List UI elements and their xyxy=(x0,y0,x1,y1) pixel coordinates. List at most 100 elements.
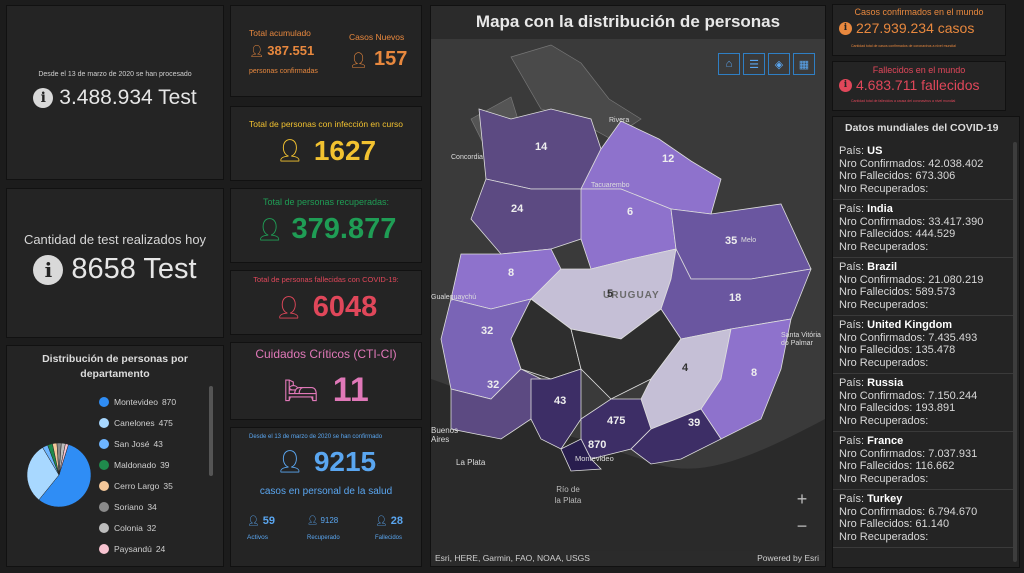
map-place-rivera: Rivera xyxy=(609,117,630,124)
field-label: Nro Fallecidos: xyxy=(839,344,913,356)
health-deceased-value: 28 xyxy=(390,515,403,527)
field-value: Brazil xyxy=(867,261,898,273)
zoom-out-button[interactable]: − xyxy=(796,516,808,536)
pie-slice[interactable] xyxy=(38,444,92,508)
home-icon[interactable]: ⌂ xyxy=(718,53,740,75)
deceased-label: Total de personas fallecidas con COVID-1… xyxy=(253,275,399,284)
info-icon: i xyxy=(33,254,64,285)
health-workers-panel: Desde el 13 de marzo de 2020 se han conf… xyxy=(230,427,422,567)
field-value: US xyxy=(867,145,883,157)
legend-label: Cerro Largo xyxy=(114,480,160,491)
person-icon: 👤︎ xyxy=(255,216,284,242)
active-label: Total de personas con infección en curso xyxy=(248,119,404,129)
tests-today-value: 8658 Test xyxy=(71,253,197,285)
map-count: 8 xyxy=(508,267,515,279)
map-view[interactable] xyxy=(431,39,825,551)
legend-item[interactable]: Paysandú 24 xyxy=(99,538,199,559)
recovered-label: Total de personas recuperadas: xyxy=(262,197,390,207)
field-value: 33.417.390 xyxy=(928,215,984,228)
field-label: Nro Confirmados: xyxy=(839,157,926,170)
world-deaths-label: Fallecidos en el mundo xyxy=(872,65,966,75)
accumulated-label: Total acumulado xyxy=(249,28,311,38)
world-country-line: Nro Fallecidos: 193.891 xyxy=(839,402,1007,415)
layers-icon[interactable]: ◈ xyxy=(768,53,790,75)
world-country-card[interactable]: País: Russia Nro Confirmados: 7.150.244 Nr… xyxy=(833,374,1013,432)
map-place-melo: Melo xyxy=(741,237,757,244)
legend-value: 34 xyxy=(147,501,157,512)
legend-item[interactable]: Cerro Largo 35 xyxy=(99,475,199,496)
world-country-line: País: India xyxy=(839,203,1007,216)
health-recovered-label: Recuperado xyxy=(307,535,340,541)
legend-swatch xyxy=(99,501,109,512)
critical-care-value: 11 xyxy=(332,371,369,409)
pie-slice[interactable] xyxy=(58,443,69,476)
world-list-panel: Datos mundiales del COVID-19 País: US Nro… xyxy=(832,116,1020,568)
health-since: Desde el 13 de marzo de 2020 se han conf… xyxy=(249,434,383,440)
legend-item[interactable]: Montevideo 870 xyxy=(99,391,199,412)
map-title: Mapa con la distribución de personas xyxy=(475,12,781,31)
map-place-buenos-aires: Buenos Aires xyxy=(431,426,459,444)
accumulated-sub: personas confirmadas xyxy=(249,68,318,75)
legend-item[interactable]: Colonia 32 xyxy=(99,517,199,538)
field-label: Nro Confirmados: xyxy=(839,215,926,228)
field-value: 135.478 xyxy=(915,344,956,356)
map-place-concordia: Concordia xyxy=(451,154,483,161)
field-label: Nro Recuperados: xyxy=(839,356,929,369)
new-cases-value: 157 xyxy=(374,48,408,70)
legend-item[interactable]: Canelones 475 xyxy=(99,412,199,433)
recovered-value: 379.877 xyxy=(291,213,397,245)
world-country-line: Nro Recuperados: xyxy=(839,183,1007,196)
world-country-card[interactable]: País: France Nro Confirmados: 7.037.931 Nr… xyxy=(833,432,1013,490)
legend-item[interactable]: Soriano 34 xyxy=(99,496,199,517)
legend-swatch xyxy=(99,522,109,533)
legend-item[interactable]: Maldonado 39 xyxy=(99,454,199,475)
distribution-pie-chart[interactable] xyxy=(25,441,93,509)
map-powered-by[interactable]: Powered by Esri xyxy=(757,553,819,563)
person-icon: 👤︎ xyxy=(247,515,260,527)
world-country-line: Nro Fallecidos: 444.529 xyxy=(839,228,1007,241)
active-value: 1627 xyxy=(313,135,377,166)
field-value: 116.662 xyxy=(915,460,955,472)
legend-label: Montevideo xyxy=(114,396,158,407)
scrollbar[interactable] xyxy=(209,386,213,476)
map-count: 18 xyxy=(729,292,742,304)
critical-care-label: Cuidados Críticos (CTI-CI) xyxy=(255,347,397,361)
field-value: 589.573 xyxy=(915,286,956,298)
active-panel: Total de personas con infección en curso… xyxy=(230,106,422,181)
field-value: 21.080.219 xyxy=(928,273,984,286)
world-country-card[interactable]: País: Turkey Nro Confirmados: 6.794.670 Nr… xyxy=(833,490,1013,548)
person-icon: 👤︎ xyxy=(274,294,303,320)
field-label: País: xyxy=(839,435,865,447)
zoom-in-button[interactable]: + xyxy=(796,489,808,509)
accumulated-value: 387.551 xyxy=(267,43,315,58)
map-count: 6 xyxy=(627,206,634,218)
field-label: Nro Recuperados: xyxy=(839,530,929,543)
field-label: Nro Confirmados: xyxy=(839,505,926,518)
map-count: 12 xyxy=(662,153,675,165)
world-confirmed-value: 227.939.234 casos xyxy=(856,20,975,36)
tests-total-since: Desde el 13 de marzo de 2020 se han proc… xyxy=(38,71,192,78)
legend-value: 24 xyxy=(155,543,166,554)
world-country-card[interactable]: País: US Nro Confirmados: 42.038.402 Nro F… xyxy=(833,142,1013,200)
world-deaths-value: 4.683.711 fallecidos xyxy=(856,77,980,93)
basemap-gallery-icon[interactable]: ▦ xyxy=(793,53,815,75)
legend-item[interactable]: San José 43 xyxy=(99,433,199,454)
person-icon: 👤︎ xyxy=(249,43,265,58)
world-country-card[interactable]: País: India Nro Confirmados: 33.417.390 Nr… xyxy=(833,200,1013,258)
field-label: Nro Fallecidos: xyxy=(839,228,913,240)
legend-list-icon[interactable]: ☰ xyxy=(743,53,765,75)
legend-swatch xyxy=(99,438,109,449)
world-country-line: Nro Recuperados: xyxy=(839,241,1007,254)
field-label: Nro Fallecidos: xyxy=(839,402,913,414)
field-label: País: xyxy=(839,145,865,157)
world-country-card[interactable]: País: Brazil Nro Confirmados: 21.080.219 N… xyxy=(833,258,1013,316)
field-label: País: xyxy=(839,261,865,273)
scrollbar[interactable] xyxy=(1013,142,1017,562)
legend-swatch xyxy=(99,417,109,428)
deceased-value: 6048 xyxy=(312,291,378,323)
world-country-line: Nro Confirmados: 6.794.670 xyxy=(839,506,1007,519)
pie-slice[interactable] xyxy=(26,447,60,501)
world-country-line: País: France xyxy=(839,435,1007,448)
world-country-line: Nro Confirmados: 7.435.493 xyxy=(839,332,1007,345)
world-country-card[interactable]: País: United Kingdom Nro Confirmados: 7.4… xyxy=(833,316,1013,374)
